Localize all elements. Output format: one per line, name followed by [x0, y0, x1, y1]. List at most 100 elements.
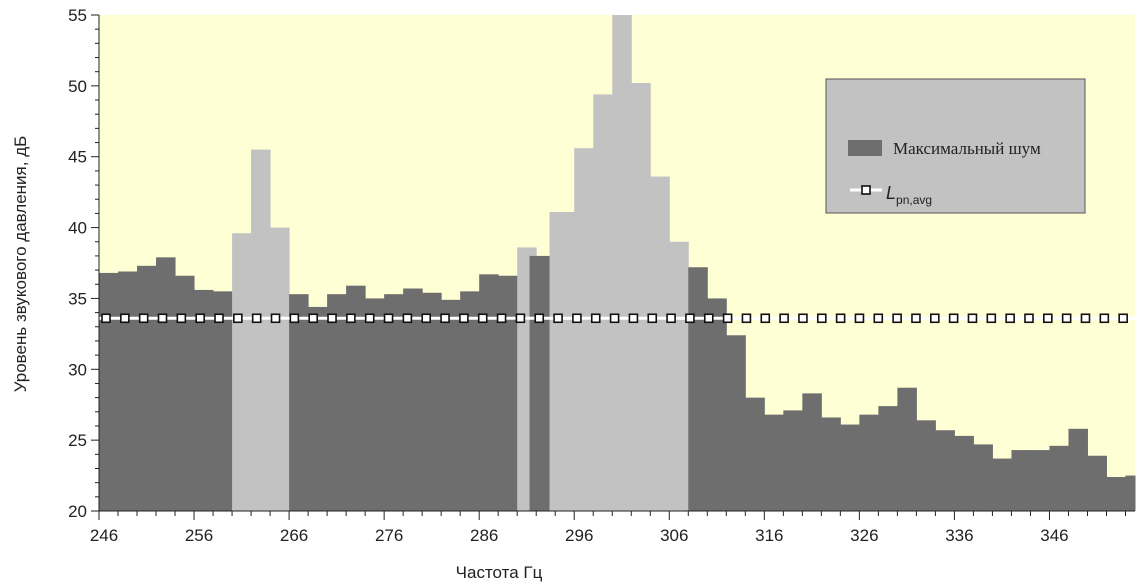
bar-46	[935, 430, 955, 511]
bar-highlight-30	[631, 83, 651, 511]
bar-highlight-9	[270, 227, 290, 512]
bar-highlight-7	[232, 233, 252, 512]
bar-3	[156, 257, 176, 511]
y-tick-label: 30	[68, 360, 87, 379]
bar-highlight-25	[549, 211, 563, 512]
avg-marker	[233, 313, 243, 324]
avg-marker	[553, 313, 563, 324]
avg-marker	[459, 313, 469, 324]
avg-marker	[496, 313, 507, 324]
bar-43	[878, 406, 898, 511]
x-tick-label: 276	[375, 526, 403, 545]
bar-37	[764, 414, 784, 511]
avg-marker	[101, 313, 111, 324]
bar-12	[327, 294, 347, 511]
y-tick-label: 20	[68, 502, 87, 521]
avg-marker	[666, 313, 676, 324]
bar-36	[745, 397, 765, 511]
legend-avg-marker	[861, 185, 871, 195]
y-tick-label: 55	[68, 6, 87, 25]
bar-2	[137, 265, 157, 511]
y-tick-label: 25	[68, 431, 87, 450]
x-tick-label: 286	[470, 526, 498, 545]
bar-41	[840, 424, 860, 511]
bar-highlight-32	[669, 241, 689, 511]
x-tick-label: 326	[850, 526, 878, 545]
bar-highlight-31	[650, 176, 670, 511]
avg-marker	[440, 313, 450, 324]
bar-52	[1049, 445, 1069, 511]
avg-marker	[1080, 313, 1091, 324]
avg-marker	[929, 313, 940, 324]
x-axis-label: Частота Гц	[456, 563, 543, 582]
avg-marker	[816, 313, 827, 324]
avg-marker	[572, 313, 582, 324]
bar-5	[194, 289, 214, 511]
bar-34	[707, 298, 727, 511]
avg-marker	[873, 313, 884, 324]
bars	[99, 15, 1136, 512]
bar-14	[365, 298, 385, 511]
avg-marker	[779, 313, 789, 324]
bar-35	[726, 335, 746, 511]
avg-marker	[911, 313, 921, 324]
bar-21	[498, 275, 518, 511]
bar-11	[308, 306, 328, 511]
x-tick-label: 306	[660, 526, 688, 545]
bar-highlight-28	[593, 94, 613, 512]
avg-marker	[157, 313, 168, 324]
bar-44	[897, 387, 917, 511]
bar-0	[99, 272, 119, 511]
legend-label-max-noise: Максимальный шум	[893, 139, 1041, 158]
avg-marker	[120, 313, 130, 324]
bar-33	[688, 267, 708, 511]
bar-55	[1106, 476, 1126, 511]
average-line	[99, 313, 1135, 324]
avg-marker	[176, 313, 187, 324]
avg-marker	[1118, 313, 1128, 324]
bar-highlight-29	[612, 15, 632, 511]
bar-54	[1087, 455, 1107, 511]
bar-highlight-26	[561, 211, 575, 512]
avg-marker	[270, 313, 281, 324]
bar-24	[542, 255, 551, 511]
bar-53	[1068, 428, 1088, 511]
legend-label-avg: Lpn,avg	[886, 183, 932, 207]
y-axis-label: Уровень звукового давления, дБ	[11, 136, 30, 393]
x-tick-label: 296	[565, 526, 593, 545]
avg-marker	[1005, 313, 1015, 324]
avg-marker	[1043, 313, 1053, 324]
avg-marker	[967, 313, 978, 324]
x-tick-label: 346	[1040, 526, 1068, 545]
avg-marker	[364, 313, 375, 324]
legend-swatch-max-noise	[848, 140, 882, 156]
avg-marker	[534, 313, 545, 324]
bar-16	[403, 288, 423, 511]
y-tick-label: 50	[68, 77, 87, 96]
bar-39	[802, 393, 822, 511]
y-tick-label: 45	[68, 148, 87, 167]
avg-marker	[1099, 313, 1110, 324]
bar-1	[118, 271, 138, 511]
bar-42	[859, 414, 879, 511]
avg-marker	[251, 313, 262, 324]
y-tick-label: 35	[68, 289, 87, 308]
avg-marker	[346, 313, 356, 324]
avg-marker	[308, 313, 319, 324]
bar-51	[1030, 450, 1050, 511]
axes: 20 25 30 35 40 45 50 55 246 256 266 276 286 296 306 316…	[68, 6, 1135, 545]
avg-marker	[214, 313, 224, 324]
bar-50	[1011, 450, 1031, 511]
avg-marker	[289, 313, 300, 324]
bar-15	[384, 294, 404, 511]
bar-19	[460, 291, 480, 511]
bar-18	[441, 299, 461, 511]
avg-marker	[402, 313, 413, 324]
bar-56	[1125, 475, 1136, 511]
bar-38	[783, 410, 803, 511]
x-tick-label: 336	[945, 526, 973, 545]
bar-48	[973, 444, 993, 511]
avg-marker	[722, 313, 733, 324]
bar-49	[992, 458, 1012, 511]
